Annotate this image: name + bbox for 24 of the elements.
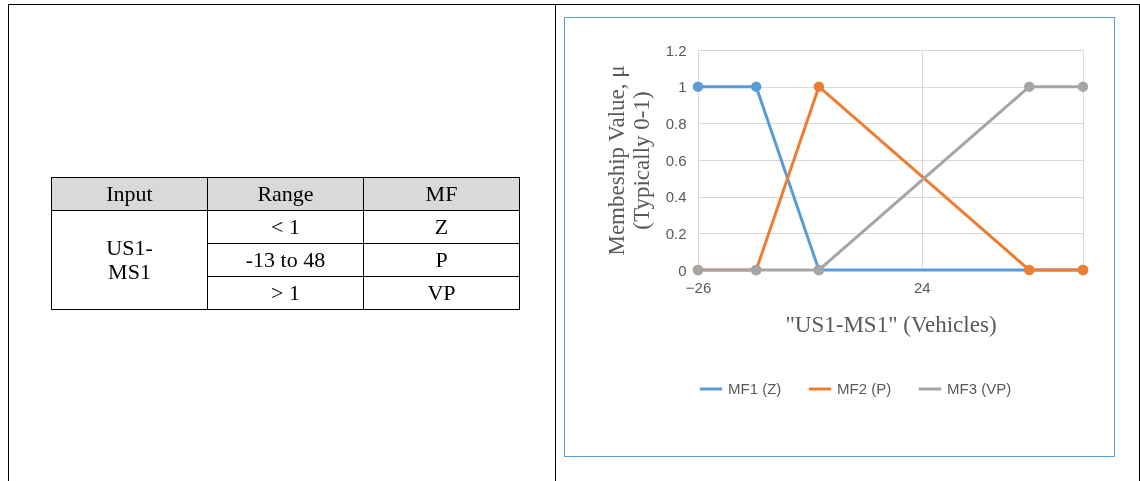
text: US1- MS1 [51,210,208,310]
x-tick-label: 24 [913,278,931,296]
y-tick-label: 0.6 [665,151,687,169]
legend-label: MF2 (P) [837,380,892,397]
text: Z [363,210,520,244]
text: VP [363,276,520,310]
legend-label: MF3 (VP) [947,380,1012,397]
y-tick-label: 0.4 [665,188,687,206]
text: P [363,243,520,277]
y-tick-label: 0 [678,261,687,279]
text: Range [207,177,364,211]
y-tick-label: 0.2 [665,224,687,242]
x-tick-label: −26 [685,278,712,296]
text: -13 to 48 [207,243,364,277]
text: < 1 [207,210,364,244]
x-axis-title: "US1-MS1" (Vehicles) [785,311,997,337]
y-tick-label: 1 [678,78,687,96]
text: > 1 [207,276,364,310]
y-tick-label: 0.8 [665,114,687,132]
legend-label: MF1 (Z) [728,380,782,397]
text: Input [51,177,208,211]
y-tick-label: 1.2 [665,41,687,59]
y-axis-title: Membeship Value, μ (Typically 0-1) [603,65,654,256]
text: MF [363,177,520,211]
